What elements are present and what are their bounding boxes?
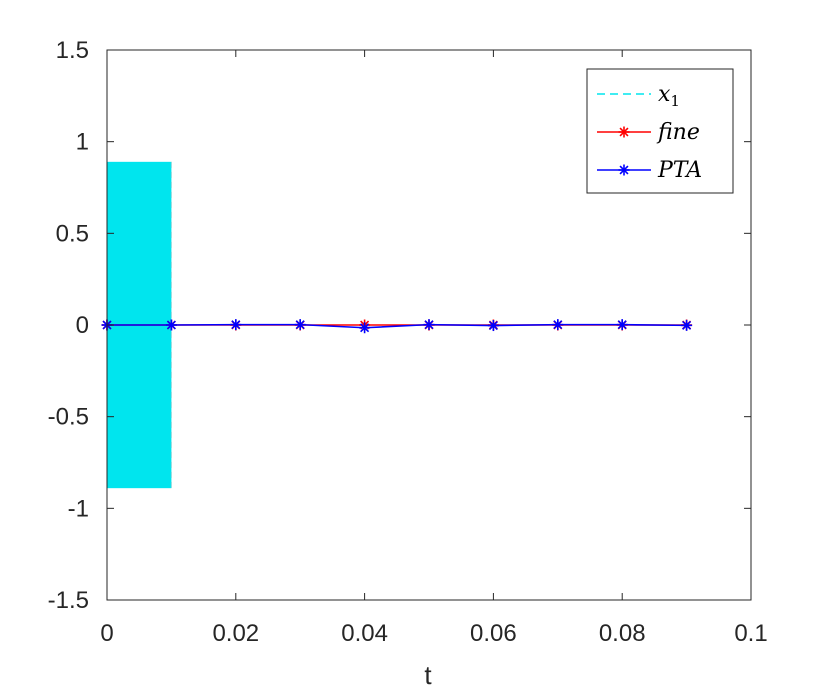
legend-label-fine: fine — [656, 120, 700, 145]
legend-marker-fine — [618, 126, 630, 138]
x-tick-label-2: 0.04 — [341, 620, 388, 647]
series-pta-point-4 — [359, 322, 371, 334]
y-tick-label-4: 0.5 — [56, 220, 89, 247]
legend-box — [586, 68, 734, 194]
series-pta-point-8 — [616, 319, 628, 331]
legend-entry-fine: fine — [597, 120, 700, 145]
series-pta-line — [107, 323, 687, 329]
legend-entry-pta: PTA — [597, 158, 702, 183]
series-pta-point-3 — [294, 319, 306, 331]
x-tick-label-5: 0.1 — [734, 620, 767, 647]
y-tick-label-6: 1.5 — [56, 37, 89, 64]
y-tick-label-3: 0 — [76, 312, 89, 339]
x-tick-label-3: 0.06 — [470, 620, 517, 647]
y-tick-label-1: -1 — [68, 495, 89, 522]
x-tick-label-0: 0 — [100, 620, 113, 647]
y-tick-label-0: -1.5 — [48, 587, 89, 614]
series-pta-point-5 — [423, 319, 435, 331]
y-tick-label-2: -0.5 — [48, 404, 89, 431]
x-tick-label-1: 0.02 — [212, 620, 259, 647]
series-pta-point-6 — [487, 320, 499, 332]
y-tick-label-5: 1 — [76, 129, 89, 156]
series-pta-point-1 — [165, 319, 177, 331]
x-axis-label: t — [424, 660, 432, 690]
series-pta-point-2 — [230, 319, 242, 331]
series-pta-point-9 — [681, 319, 693, 331]
series-pta-point-7 — [552, 319, 564, 331]
tick-labels: 0 0.02 0.04 0.06 0.08 0.1 -1.5 -1 -0.5 0 0.5 1 1.5 — [48, 37, 768, 647]
legend-marker-pta — [618, 164, 630, 176]
x-tick-label-4: 0.08 — [599, 620, 646, 647]
legend-subscript-x: 1 — [670, 92, 680, 110]
axes-frame — [106, 49, 752, 601]
legend-label-pta: PTA — [657, 158, 702, 183]
